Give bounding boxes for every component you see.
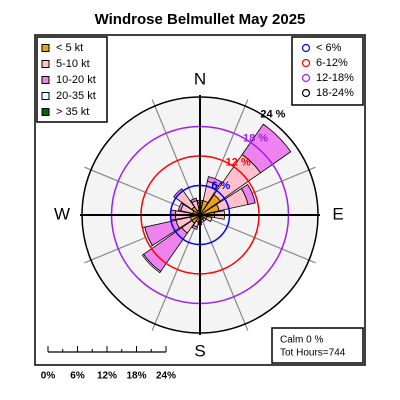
wind-bar	[190, 197, 198, 204]
legend-label: 10-20 kt	[56, 74, 96, 86]
ring-label: 24 %	[260, 109, 285, 121]
wind-bar	[206, 176, 222, 187]
ring-legend-label: < 6%	[316, 42, 342, 54]
sector-line	[151, 99, 201, 216]
scale-label: 18%	[126, 371, 146, 382]
wind-bar	[177, 202, 184, 212]
legend-label: 5-10 kt	[56, 58, 90, 70]
legend-swatch	[41, 92, 50, 100]
ring-legend-label: 12-18%	[316, 72, 354, 84]
ring-label: 18 %	[243, 132, 268, 144]
ring-legend-marker	[301, 43, 311, 53]
wind-bar	[141, 253, 162, 274]
scale-label: 6%	[70, 371, 85, 382]
compass-label: E	[332, 204, 343, 223]
ring-legend-label: 18-24%	[316, 87, 354, 99]
ring-legend-marker	[301, 88, 311, 98]
wind-bar	[205, 216, 213, 223]
ring-legend	[291, 36, 364, 106]
wind-bar	[240, 183, 256, 205]
ring-legend-label: 6-12%	[316, 57, 348, 69]
wind-bar	[241, 123, 292, 174]
scale-label: 0%	[41, 371, 56, 382]
scale-label: 24%	[156, 371, 176, 382]
compass-label: S	[194, 341, 205, 360]
calm-box	[271, 327, 364, 364]
legend-label: 20-35 kt	[56, 90, 96, 102]
legend-label: > 35 kt	[56, 106, 89, 118]
compass-label: N	[194, 69, 206, 88]
sector-line	[199, 214, 249, 331]
scale-label: 12%	[97, 371, 117, 382]
legend-swatch	[41, 108, 50, 116]
plot-frame	[34, 34, 366, 366]
legend-label: < 5 kt	[56, 42, 83, 54]
chart-title: Windrose Belmullet May 2025	[95, 11, 306, 28]
sector-line	[151, 214, 201, 331]
sector-line	[199, 214, 316, 264]
hours-label: Tot Hours=744	[280, 348, 346, 359]
legend-swatch	[41, 76, 50, 84]
ring-legend-marker	[301, 73, 311, 83]
ring-label: 6 %	[211, 180, 230, 192]
ring-label: 12 %	[226, 156, 251, 168]
legend-swatch	[41, 60, 50, 68]
wind-bar	[191, 224, 198, 230]
legend-swatch	[41, 44, 50, 52]
calm-label: Calm 0 %	[280, 335, 323, 346]
ring-legend-marker	[301, 58, 311, 68]
compass-label: W	[54, 204, 70, 223]
